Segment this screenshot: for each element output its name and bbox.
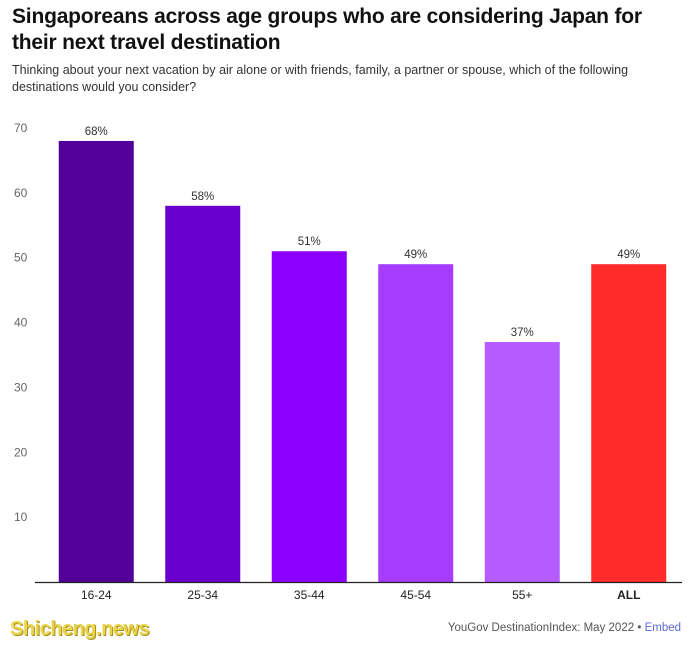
y-tick-label: 70 bbox=[14, 121, 28, 135]
data-label: 49% bbox=[617, 249, 640, 261]
data-label: 51% bbox=[298, 236, 321, 248]
source-text: YouGov DestinationIndex: May 2022 bbox=[447, 622, 635, 634]
x-tick-label: 55+ bbox=[512, 588, 532, 602]
bar-16-24 bbox=[58, 140, 134, 582]
data-label: 49% bbox=[404, 249, 427, 261]
y-tick-label: 40 bbox=[14, 316, 28, 330]
y-tick-label: 60 bbox=[14, 186, 28, 200]
data-label: 58% bbox=[191, 191, 214, 203]
bar-45-54 bbox=[378, 264, 454, 582]
footer-separator: • bbox=[637, 622, 642, 634]
embed-link[interactable]: Embed bbox=[644, 622, 681, 634]
x-tick-label: 16-24 bbox=[81, 588, 112, 602]
data-label: 37% bbox=[511, 327, 534, 339]
bar-ALL bbox=[591, 264, 667, 582]
data-label: 68% bbox=[85, 126, 108, 138]
y-tick-label: 50 bbox=[14, 251, 28, 265]
source-footer: YouGov DestinationIndex: May 2022 • Embe… bbox=[448, 622, 681, 634]
x-tick-label: 35-44 bbox=[294, 588, 325, 602]
x-tick-label: 45-54 bbox=[400, 588, 431, 602]
chart-title: Singaporeans across age groups who are c… bbox=[12, 5, 642, 54]
bar-35-44 bbox=[271, 251, 347, 582]
chart-subtitle: Thinking about your next vacation by air… bbox=[12, 63, 629, 94]
bar-55+ bbox=[484, 342, 560, 582]
y-tick-label: 10 bbox=[14, 510, 28, 524]
bar-25-34 bbox=[165, 205, 241, 583]
x-tick-label: ALL bbox=[617, 588, 640, 602]
watermark-text: Shicheng.news bbox=[10, 618, 150, 640]
y-tick-label: 20 bbox=[14, 445, 28, 459]
x-tick-label: 25-34 bbox=[187, 588, 218, 602]
y-tick-label: 30 bbox=[14, 380, 28, 394]
